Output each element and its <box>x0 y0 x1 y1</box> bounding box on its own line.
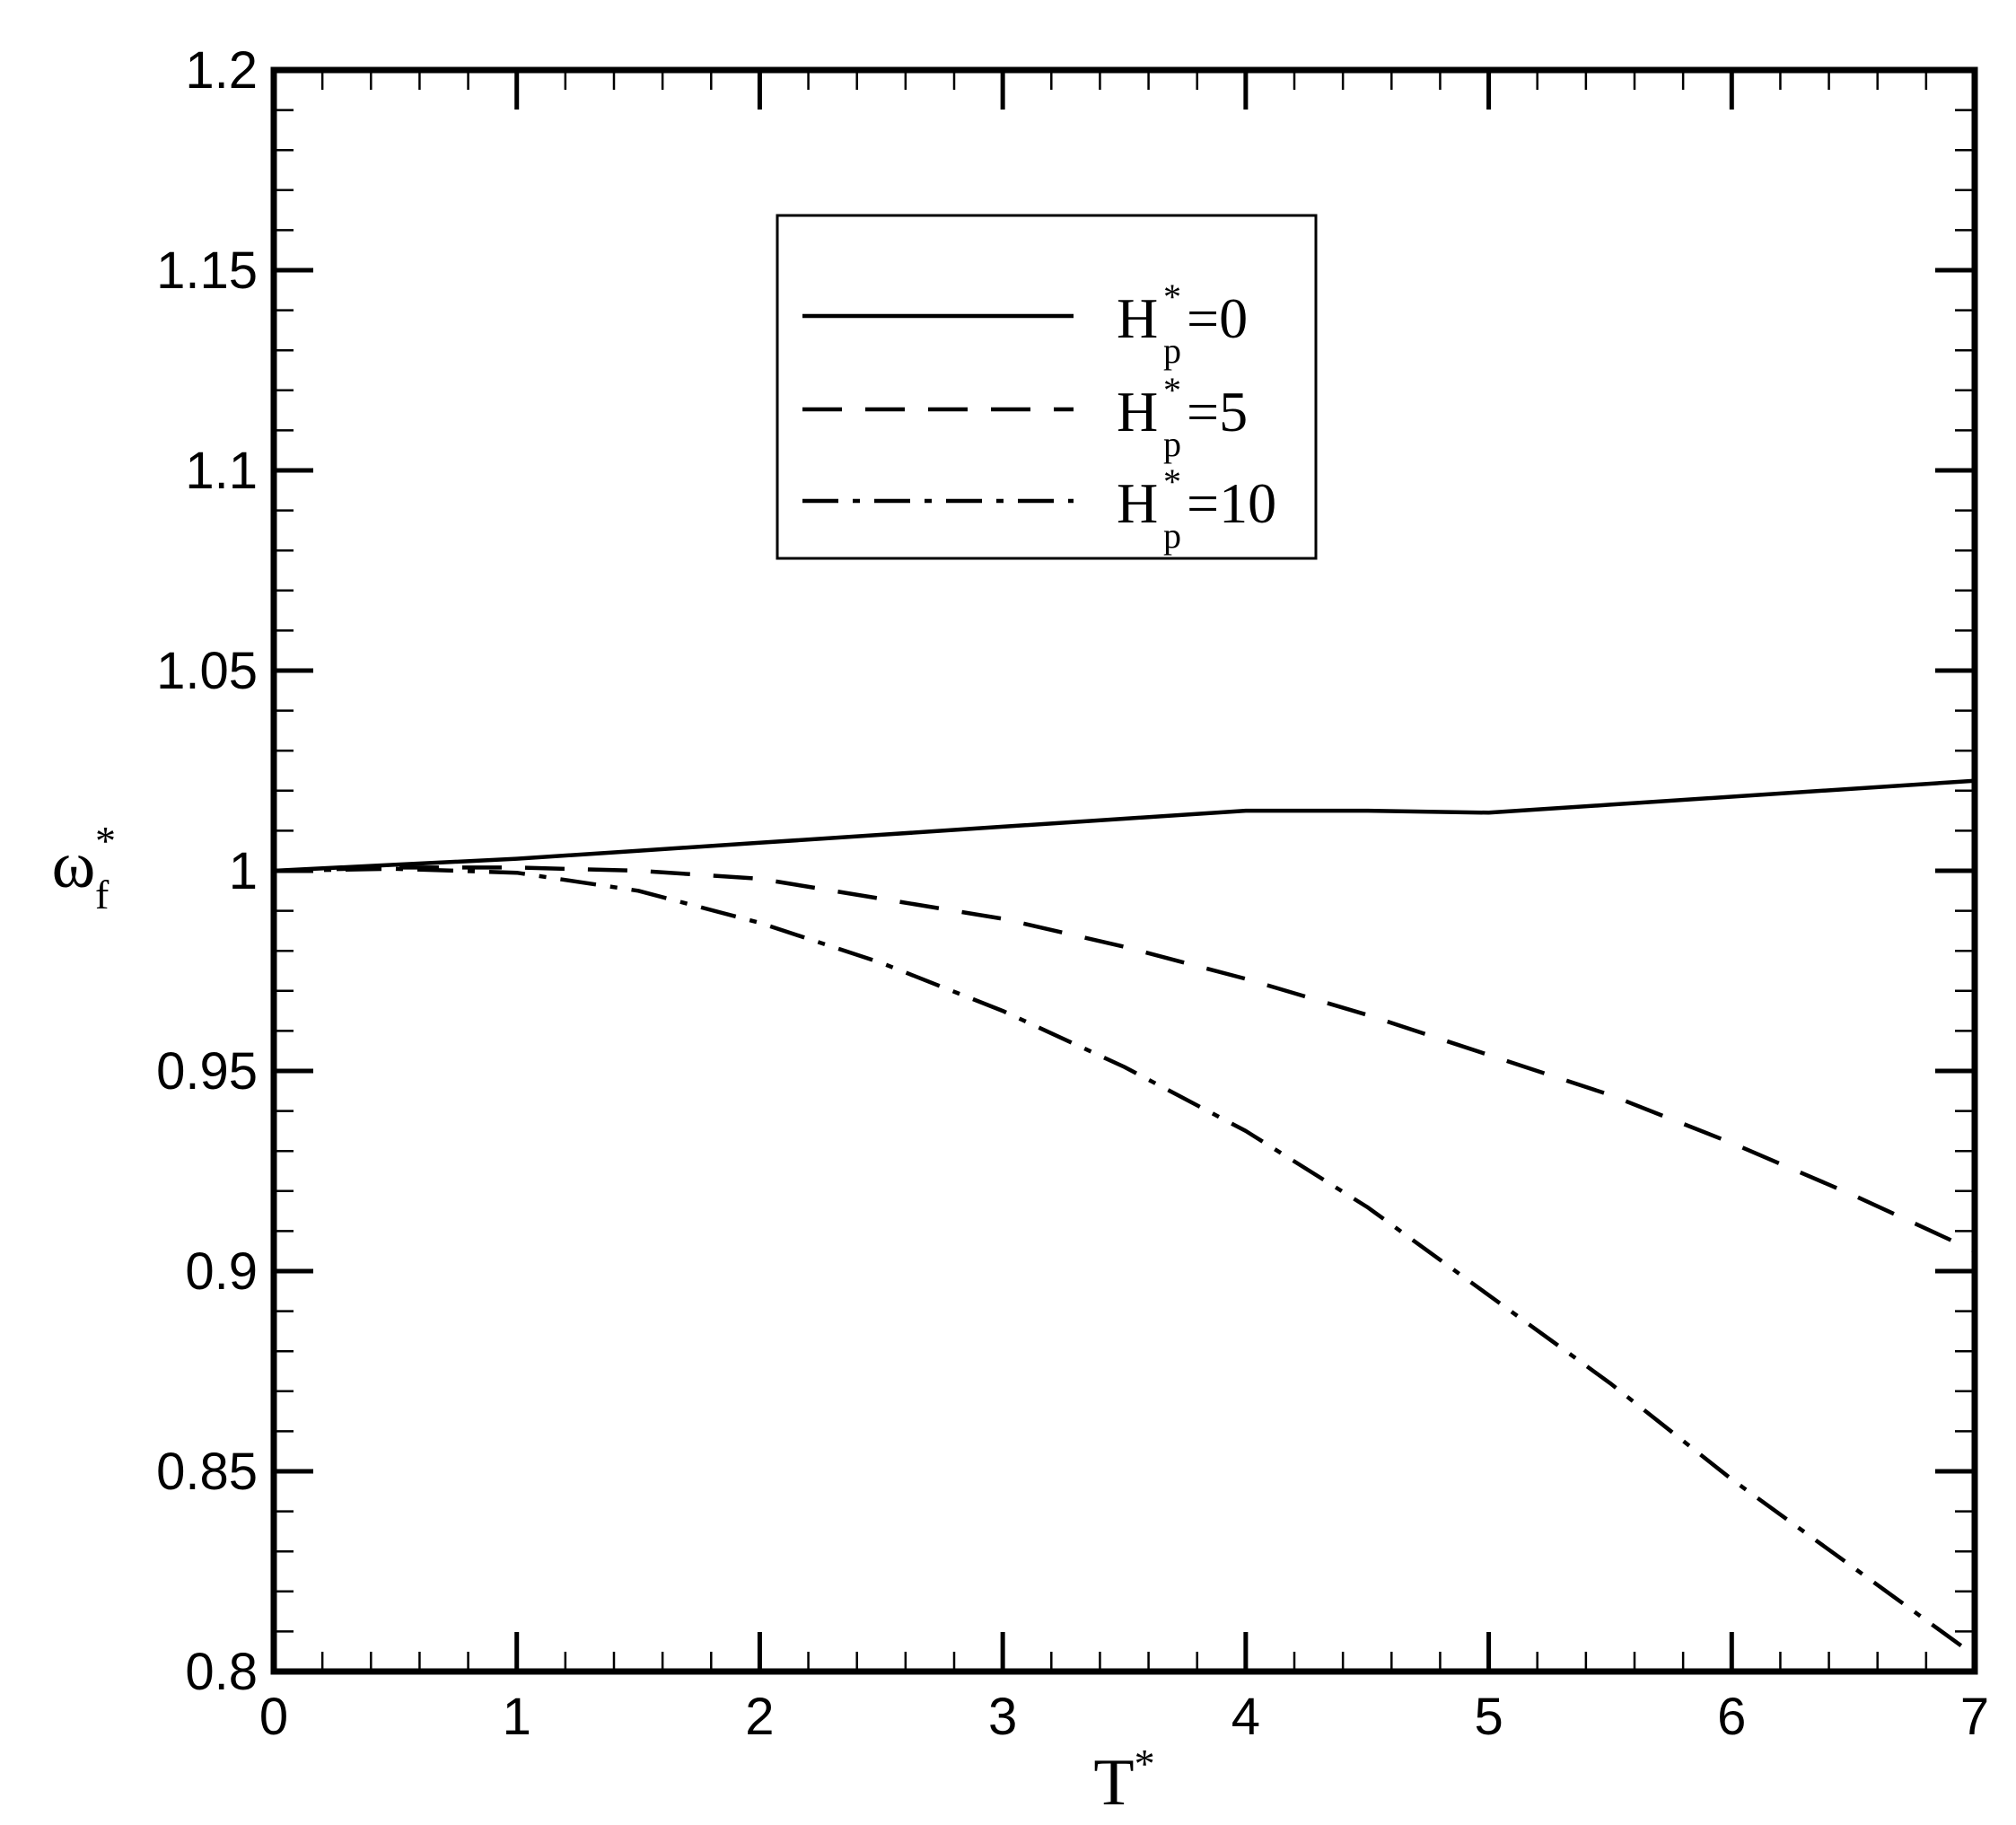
series-line-dashed <box>273 865 1976 1253</box>
svg-text:ω: ω <box>52 829 96 902</box>
y-tick-labels: 0.8 0.85 0.9 0.95 1 1.05 1.1 1.15 1.2 <box>156 41 258 1701</box>
y-axis-label: ω * f <box>52 818 116 917</box>
y-tick-label: 0.9 <box>185 1242 258 1301</box>
x-tick-labels: 0 1 2 3 4 5 6 7 <box>259 1688 1989 1746</box>
x-tick-label: 6 <box>1717 1688 1746 1746</box>
x-tick-label: 5 <box>1474 1688 1503 1746</box>
series-line-solid <box>273 778 1976 873</box>
y-tick-label: 1.2 <box>185 41 258 100</box>
y-tick-label: 0.85 <box>156 1443 258 1501</box>
y-tick-label: 1 <box>229 842 258 900</box>
y-tick-label: 0.8 <box>185 1643 258 1701</box>
series-lines <box>273 778 1977 1658</box>
legend-label: H * p=5 <box>1117 370 1248 464</box>
legend: H * p=0H * p=5H * p=10 <box>776 214 1318 560</box>
x-tick-label: 3 <box>988 1688 1017 1746</box>
plot-frame <box>270 66 1978 1675</box>
x-axis-label: T* <box>1093 1741 1154 1820</box>
svg-text:f: f <box>95 872 110 917</box>
x-tick-label: 0 <box>259 1688 288 1746</box>
tick-marks <box>271 67 1977 1674</box>
series-line-dashdot <box>273 866 1977 1658</box>
legend-label: H * p=0 <box>1117 276 1248 371</box>
x-tick-label: 1 <box>503 1688 531 1746</box>
y-tick-label: 1.1 <box>185 442 258 500</box>
x-tick-label: 7 <box>1960 1688 1989 1746</box>
y-tick-label: 0.95 <box>156 1042 258 1101</box>
svg-text:*: * <box>95 818 116 864</box>
y-tick-label: 1.15 <box>156 241 258 300</box>
legend-label: H * p=10 <box>1117 461 1276 556</box>
x-tick-label: 4 <box>1232 1688 1260 1746</box>
x-tick-label: 2 <box>745 1688 774 1746</box>
y-tick-label: 1.05 <box>156 642 258 700</box>
